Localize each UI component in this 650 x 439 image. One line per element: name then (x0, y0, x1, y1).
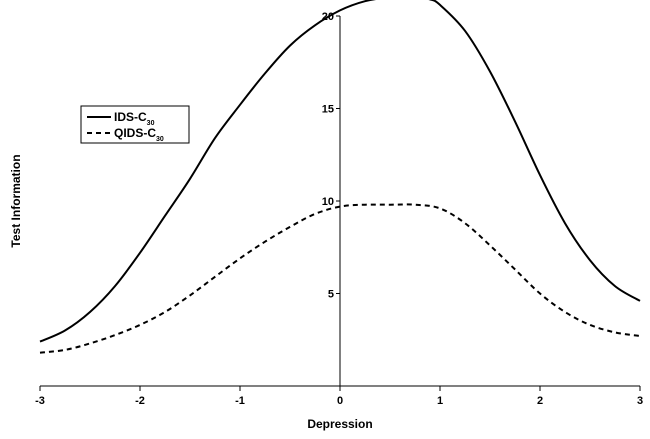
x-tick-label: 1 (437, 395, 443, 407)
legend-label-main: QIDS-C (114, 126, 156, 140)
series-line-ids-c30 (39, 0, 641, 343)
x-tick-label: -3 (35, 395, 45, 407)
series-layer (39, 0, 641, 354)
series-line-qids-c30 (39, 203, 641, 354)
y-axis-title: Test Information (9, 154, 23, 247)
x-tick-label: 3 (637, 395, 643, 407)
legend-label: IDS-C30 (114, 110, 155, 127)
x-tick-label: -2 (135, 395, 145, 407)
y-tick-label: 10 (322, 196, 334, 208)
legend-label-main: IDS-C (114, 110, 147, 124)
legend-box (80, 105, 190, 144)
y-tick-label: 15 (322, 104, 334, 116)
x-tick-label: -1 (235, 395, 245, 407)
x-axis-title: Depression (307, 417, 372, 431)
legend-label-subscript: 30 (147, 120, 155, 127)
legend-label-subscript: 30 (156, 136, 164, 143)
legend-label: QIDS-C30 (114, 126, 164, 143)
x-ticks: -3 -2 -1 0 1 2 3 (35, 386, 643, 407)
y-tick-label: 5 (328, 289, 334, 301)
x-tick-label: 2 (537, 395, 543, 407)
x-tick-label: 0 (337, 395, 343, 407)
